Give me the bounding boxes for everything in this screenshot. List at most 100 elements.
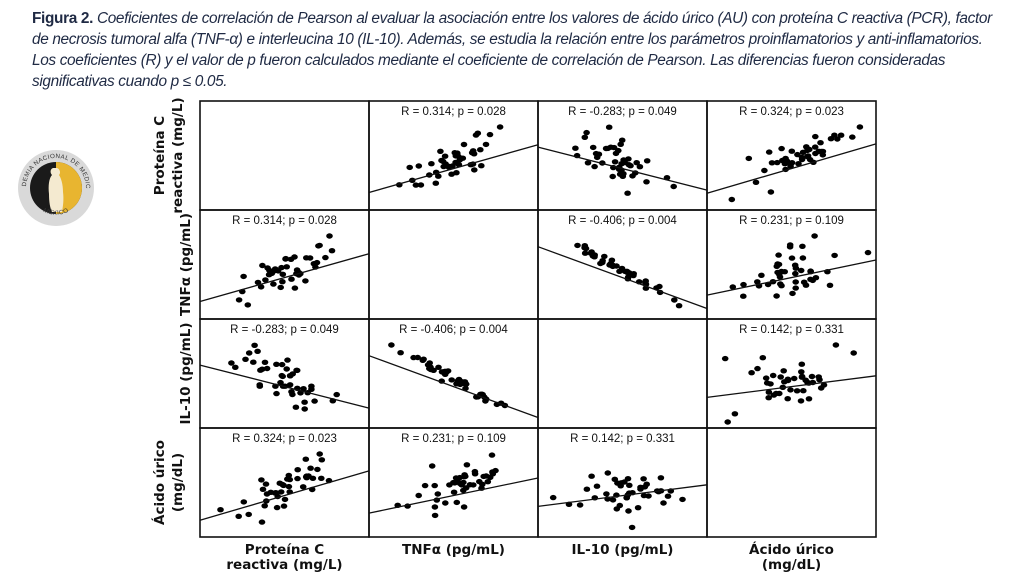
scatter-point <box>628 524 636 531</box>
scatter-point <box>480 473 488 480</box>
scatter-point <box>762 375 770 381</box>
scatter-point <box>271 490 279 496</box>
scatter-point <box>811 144 819 150</box>
scatter-point <box>270 281 277 287</box>
scatter-point <box>795 161 802 167</box>
trend-line <box>537 484 708 508</box>
scatter-point <box>620 157 627 163</box>
scatter-point <box>806 146 813 153</box>
scatter-point <box>300 386 307 392</box>
scatter-point <box>307 465 314 471</box>
scatter-point <box>486 131 494 138</box>
trend-line <box>706 143 877 194</box>
row-axis-label: IL-10 (pg/mL) <box>178 323 194 425</box>
scatter-point <box>294 467 302 473</box>
scatter-point <box>263 365 271 372</box>
scatter-point <box>799 255 807 261</box>
scatter-point <box>616 502 624 509</box>
scatter-point <box>625 508 632 514</box>
scatter-point <box>283 366 291 372</box>
scatter-point <box>809 277 816 284</box>
scatter-point <box>670 183 677 190</box>
scatter-point <box>256 383 264 389</box>
scatter-point <box>440 163 448 170</box>
scatter-point <box>643 158 651 164</box>
scatter-point <box>792 285 799 291</box>
scatter-point <box>288 276 295 282</box>
scatter-point <box>291 285 299 291</box>
scatter-point <box>787 387 794 393</box>
scatter-point <box>791 262 799 268</box>
column-axis-label: IL-10 (pg/mL) <box>572 542 674 558</box>
scatter-point <box>477 147 484 153</box>
scatter-point <box>315 243 322 249</box>
scatter-point <box>754 365 761 372</box>
scatter-point <box>607 144 615 150</box>
scatter-point <box>303 475 311 481</box>
scatter-point <box>645 493 652 499</box>
scatter-point <box>482 141 490 148</box>
scatter-point <box>729 284 737 290</box>
scatter-point <box>430 367 437 373</box>
scatter-point <box>591 163 598 170</box>
trend-line <box>368 144 539 194</box>
scatter-point <box>277 489 285 495</box>
scatter-point <box>228 360 235 366</box>
scatter-point <box>279 271 287 277</box>
scatter-point <box>261 503 269 509</box>
scatter-point <box>679 496 686 503</box>
scatter-point <box>773 159 781 166</box>
scatter-point <box>784 396 791 402</box>
scatter-point <box>314 466 321 473</box>
scatter-point <box>800 388 807 394</box>
scatter-point <box>281 496 289 503</box>
scatter-point <box>468 150 476 156</box>
scatter-point <box>451 480 459 486</box>
scatter-point <box>597 260 604 267</box>
scatter-point <box>788 255 796 261</box>
scatter-point <box>820 382 828 388</box>
scatter-point <box>251 342 258 348</box>
scatter-point <box>294 475 301 482</box>
scatter-point <box>279 373 287 380</box>
scatter-point <box>617 141 624 147</box>
scatter-point <box>778 145 785 152</box>
scatter-point <box>816 377 823 383</box>
scatter-point <box>660 500 667 506</box>
scatter-panel: R = 0.142; p = 0.331 <box>706 324 877 425</box>
scatter-point <box>286 476 294 483</box>
scatter-point <box>789 290 796 297</box>
scatter-point <box>438 369 446 375</box>
scatter-point <box>601 253 608 260</box>
scatter-point <box>259 262 266 269</box>
scatter-point <box>262 481 270 487</box>
scatter-point <box>301 406 309 412</box>
scatter-point <box>460 141 468 148</box>
scatter-point <box>486 474 494 481</box>
scatter-point <box>817 140 824 146</box>
scatter-point <box>245 511 252 518</box>
scatter-point <box>435 364 442 370</box>
row-axis-label: Ácido úrico (mg/dL) <box>151 440 186 525</box>
scatter-point <box>775 252 782 258</box>
scatter-point <box>322 254 329 261</box>
scatter-point <box>478 391 486 397</box>
scatter-point <box>273 390 280 397</box>
scatter-point <box>311 398 318 404</box>
correlation-label: R = 0.324; p = 0.023 <box>232 433 337 445</box>
column-axis-label: TNFα (pg/mL) <box>402 542 505 558</box>
scatter-point <box>799 243 806 249</box>
scatter-point <box>812 150 819 157</box>
scatter-point <box>643 179 650 185</box>
correlation-label: R = 0.231; p = 0.109 <box>401 433 506 445</box>
scatter-point <box>584 160 592 166</box>
scatter-point <box>316 451 324 457</box>
scatter-point <box>428 161 435 167</box>
scatter-point <box>471 167 478 173</box>
scatter-point <box>792 270 799 277</box>
scatter-point <box>797 267 805 274</box>
scatter-panel: R = 0.324; p = 0.023 <box>706 106 877 203</box>
scatter-point <box>286 382 294 388</box>
